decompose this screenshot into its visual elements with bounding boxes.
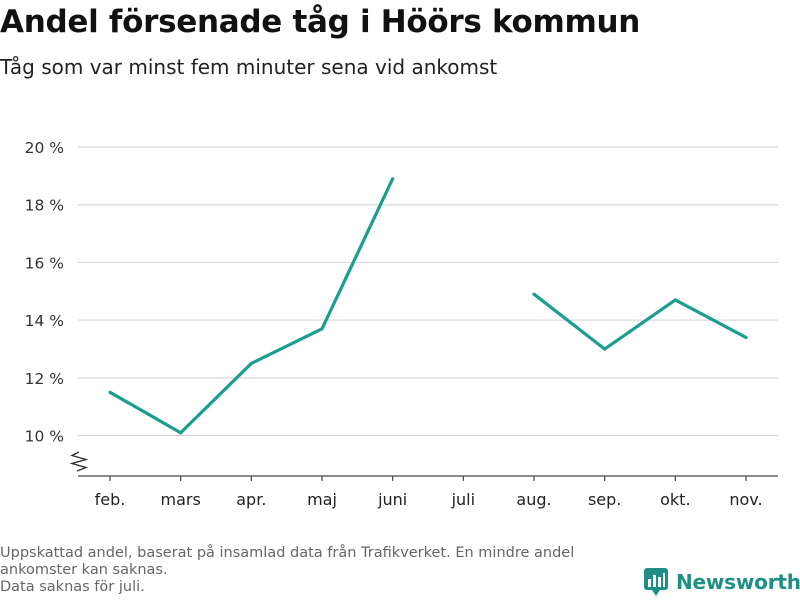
x-tick-label: mars [161, 490, 201, 509]
data-point [249, 361, 253, 366]
y-tick-label: 10 % [25, 428, 64, 446]
chart-title: Andel försenade tåg i Höörs kommun [0, 4, 641, 40]
y-tick-label: 20 % [25, 139, 64, 157]
y-tick-label: 18 % [25, 197, 64, 215]
x-tick-label: aug. [516, 490, 551, 509]
y-tick-label: 16 % [25, 254, 64, 272]
x-tick-label: okt. [660, 490, 690, 509]
data-point [603, 347, 607, 351]
x-tick-label: maj [307, 490, 337, 509]
data-point [744, 335, 748, 340]
newsworthy-logo-icon [644, 568, 668, 596]
x-tick-label: feb. [95, 490, 126, 509]
data-point [108, 390, 112, 394]
data-point [391, 177, 395, 181]
series-line [533, 292, 747, 352]
x-axis [69, 451, 778, 477]
y-tick-label: 14 % [25, 312, 64, 330]
series-layer [108, 177, 748, 435]
footnote-missing-data: Data saknas för juli. [0, 579, 145, 595]
data-point [320, 327, 324, 331]
brand: Newsworthy [644, 568, 800, 596]
gridlines [78, 146, 778, 437]
footnote-source: Uppskattad andel, baserat på insamlad da… [0, 545, 575, 578]
x-tick-label: sep. [588, 490, 621, 509]
x-tick-label: apr. [236, 490, 266, 509]
x-tick-label: juli [451, 490, 475, 509]
series-line [109, 178, 395, 435]
y-tick-label: 12 % [25, 370, 64, 388]
x-tick-label: juni [377, 490, 407, 509]
data-point [532, 292, 536, 296]
x-axis-ticks: feb. mars apr. maj juni juli aug. sep. okt. nov. [95, 476, 763, 509]
axis-break-icon [69, 451, 89, 472]
chart-subtitle: Tåg som var minst fem minuter sena vid a… [0, 55, 498, 79]
data-point [673, 298, 677, 302]
x-tick-label: nov. [729, 490, 762, 509]
footnote: Uppskattad andel, baserat på insamlad da… [0, 545, 640, 596]
data-point [179, 431, 183, 435]
y-axis-ticks: 10 % 12 % 14 % 16 % 18 % 20 % [25, 139, 64, 446]
brand-name: Newsworthy [676, 570, 800, 594]
line-chart: 10 % 12 % 14 % 16 % 18 % 20 % feb. mars apr. maj… [25, 139, 778, 509]
